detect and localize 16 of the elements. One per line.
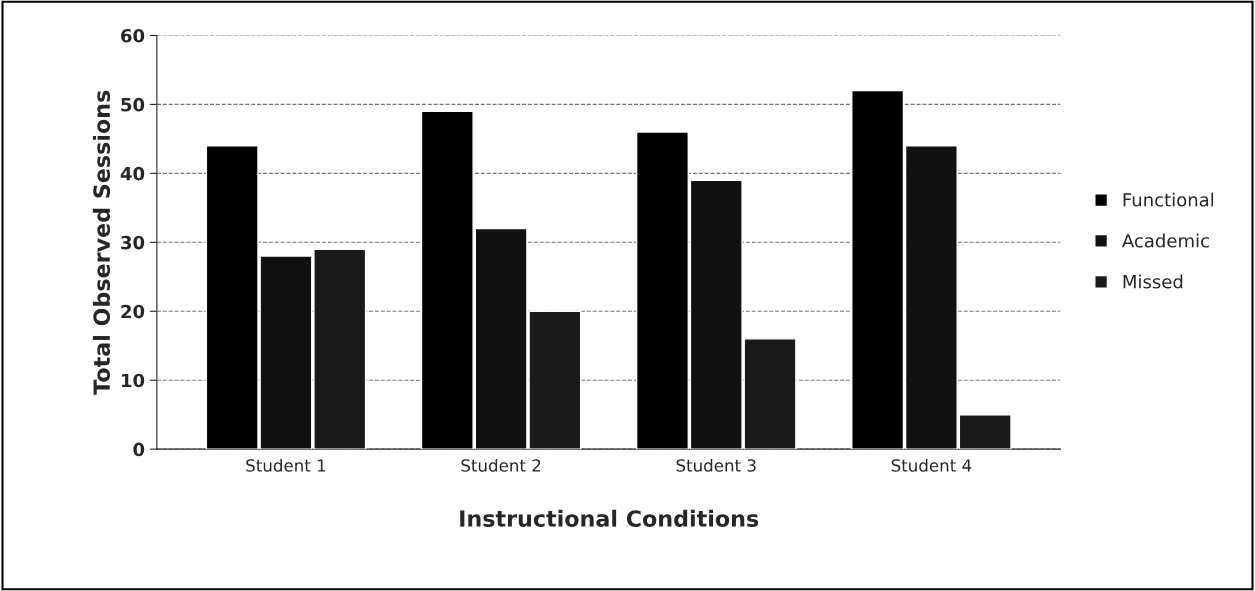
y-axis-title: Total Observed Sessions [92, 90, 111, 395]
x-tick-label: Student 1 [246, 458, 326, 472]
x-tick-label: Student 2 [461, 458, 541, 472]
legend-label: Academic [1122, 233, 1209, 248]
y-tick-label: 10 [121, 373, 145, 388]
y-tick-label: 40 [120, 166, 145, 181]
x-tick-label: Student 3 [676, 458, 756, 472]
legend-label: Functional [1123, 192, 1214, 207]
y-tick-label: 50 [121, 97, 145, 112]
y-tick-label: 30 [121, 235, 145, 250]
legend-label: Missed [1123, 274, 1183, 289]
y-tick-label: 60 [121, 28, 145, 43]
x-axis-title: Instructional Conditions [460, 509, 759, 527]
y-tick-label: 0 [133, 442, 145, 457]
x-tick-label: Student 4 [891, 458, 972, 472]
y-tick-label: 20 [121, 304, 145, 319]
